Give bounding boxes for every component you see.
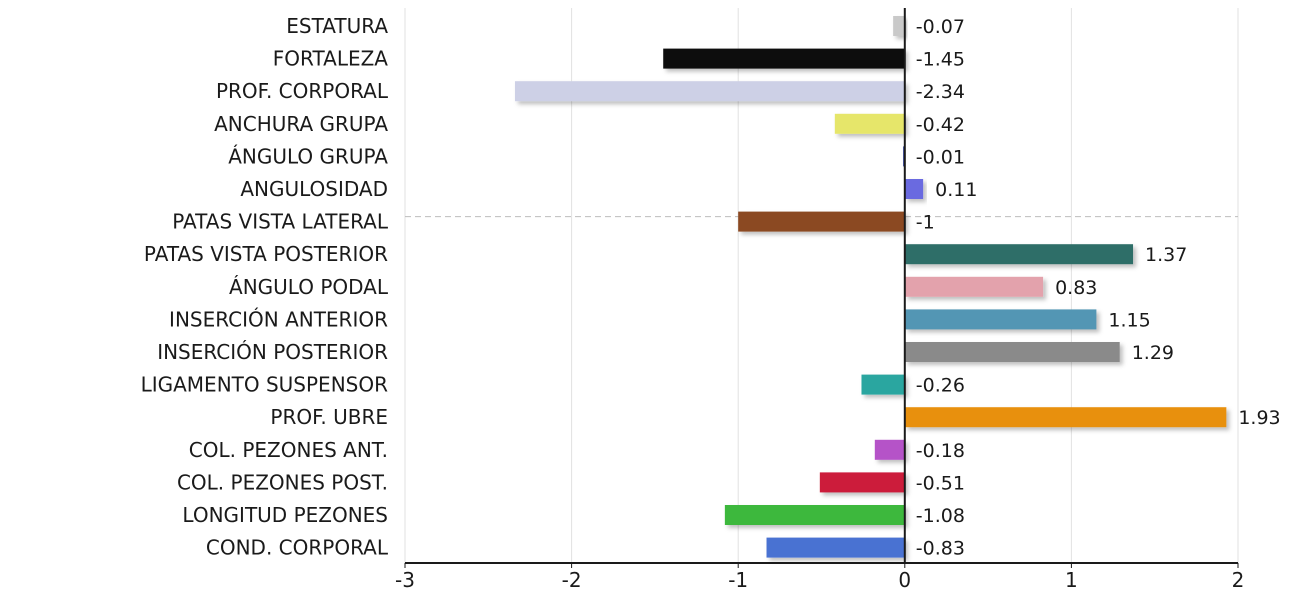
category-label: LIGAMENTO SUSPENSOR: [141, 373, 389, 397]
bar: [904, 309, 1097, 330]
category-label: PROF. CORPORAL: [216, 79, 389, 103]
category-label: COND. CORPORAL: [206, 536, 389, 560]
category-label: COL. PEZONES ANT.: [189, 438, 388, 462]
bar: [861, 374, 905, 395]
category-label: PATAS VISTA POSTERIOR: [144, 242, 388, 266]
bar: [904, 342, 1120, 362]
value-label: 1.29: [1132, 342, 1174, 364]
bar: [724, 505, 905, 525]
x-tick-labels: -3 -2 -1 0 1 2: [395, 563, 1244, 589]
category-label: LONGITUD PEZONES: [182, 503, 388, 527]
category-label: ESTATURA: [286, 14, 388, 38]
category-label: FORTALEZA: [273, 47, 389, 71]
category-label: INSERCIÓN ANTERIOR: [169, 307, 388, 331]
bars: [514, 16, 1227, 558]
value-label: 0.11: [935, 179, 977, 201]
category-label: ANCHURA GRUPA: [214, 112, 388, 136]
x-tick-label: 0: [898, 568, 911, 589]
value-label: 1.15: [1108, 309, 1150, 331]
value-label: -0.07: [916, 16, 965, 38]
value-label: 1.37: [1145, 244, 1187, 266]
value-label: 0.83: [1055, 277, 1097, 299]
x-tick-label: -2: [562, 568, 582, 589]
value-label: -0.01: [916, 146, 965, 168]
value-label: -1.08: [916, 505, 965, 527]
bar: [766, 537, 905, 558]
x-tick-label: 2: [1232, 568, 1245, 589]
bar: [893, 16, 905, 36]
category-label: ÁNGULO PODAL: [229, 275, 389, 299]
bar: [663, 48, 905, 69]
bar: [874, 439, 905, 460]
category-labels: ESTATURA FORTALEZA PROF. CORPORAL ANCHURA G…: [141, 14, 389, 560]
category-label: PROF. UBRE: [270, 405, 388, 429]
value-label: -0.18: [916, 440, 965, 462]
category-label: ÁNGULO GRUPA: [228, 144, 388, 168]
x-tick-label: -1: [728, 568, 748, 589]
bar: [738, 211, 905, 232]
axes: [405, 8, 1238, 564]
value-label: -1.45: [916, 49, 965, 71]
category-label: COL. PEZONES POST.: [177, 470, 388, 494]
value-label: -0.26: [916, 375, 965, 397]
x-tick-label: 1: [1065, 568, 1078, 589]
value-label: -1: [916, 212, 935, 234]
value-label: -0.42: [916, 114, 965, 136]
x-tick-label: -3: [395, 568, 415, 589]
category-label: PATAS VISTA LATERAL: [172, 210, 389, 234]
bar: [904, 179, 924, 199]
bar: [904, 244, 1134, 265]
value-labels: -0.07 -1.45 -2.34 -0.42 -0.01 0.11-1 1.37 0.83 1…: [916, 16, 1281, 560]
bar: [834, 113, 905, 134]
category-label: ANGULOSIDAD: [240, 177, 388, 201]
bar: [904, 276, 1044, 297]
value-label: 1.93: [1238, 407, 1280, 429]
category-label: INSERCIÓN POSTERIOR: [157, 340, 388, 364]
bar: [904, 407, 1227, 428]
value-label: -0.83: [916, 538, 965, 560]
value-label: -0.51: [916, 472, 965, 494]
bar: [819, 472, 905, 493]
bar: [514, 81, 905, 102]
value-label: -2.34: [916, 81, 965, 103]
